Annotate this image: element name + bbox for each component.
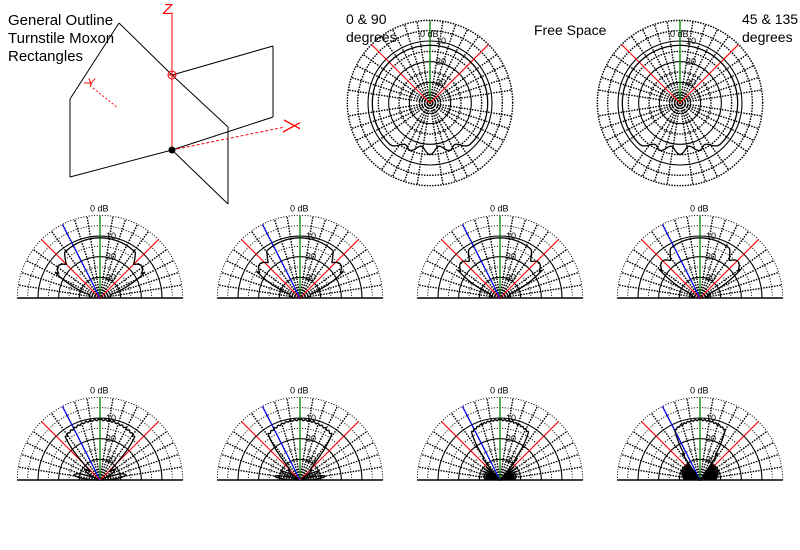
svg-text:-30: -30	[703, 454, 716, 464]
svg-text:-20: -20	[103, 252, 116, 262]
svg-text:0 dB: 0 dB	[690, 203, 709, 213]
svg-text:-20: -20	[433, 57, 446, 67]
svg-text:-10: -10	[103, 231, 116, 241]
svg-text:-20: -20	[103, 434, 116, 444]
svg-text:-10: -10	[683, 36, 696, 46]
svg-text:-10: -10	[303, 231, 316, 241]
svg-text:-10: -10	[433, 36, 446, 46]
svg-text:-30: -30	[303, 272, 316, 282]
svg-text:-10: -10	[503, 231, 516, 241]
svg-text:-20: -20	[303, 252, 316, 262]
svg-text:0 dB: 0 dB	[290, 385, 309, 395]
svg-text:0 dB: 0 dB	[690, 385, 709, 395]
svg-text:-10: -10	[703, 413, 716, 423]
svg-text:-10: -10	[303, 413, 316, 423]
svg-text:-20: -20	[703, 252, 716, 262]
svg-text:-30: -30	[703, 272, 716, 282]
svg-text:-30: -30	[433, 77, 446, 87]
svg-text:0 dB: 0 dB	[90, 385, 109, 395]
svg-text:0 dB: 0 dB	[290, 203, 309, 213]
svg-text:-20: -20	[303, 434, 316, 444]
svg-text:-30: -30	[103, 454, 116, 464]
svg-text:-30: -30	[503, 272, 516, 282]
svg-text:-30: -30	[683, 77, 696, 87]
svg-text:-30: -30	[503, 454, 516, 464]
svg-text:0 dB: 0 dB	[90, 203, 109, 213]
svg-text:-20: -20	[703, 434, 716, 444]
svg-text:-10: -10	[503, 413, 516, 423]
svg-text:-20: -20	[683, 57, 696, 67]
svg-text:-10: -10	[703, 231, 716, 241]
svg-text:-30: -30	[303, 454, 316, 464]
svg-text:-30: -30	[103, 272, 116, 282]
svg-text:-20: -20	[503, 252, 516, 262]
svg-text:0 dB: 0 dB	[490, 385, 509, 395]
svg-text:-20: -20	[503, 434, 516, 444]
svg-text:0 dB: 0 dB	[490, 203, 509, 213]
svg-text:-10: -10	[103, 413, 116, 423]
